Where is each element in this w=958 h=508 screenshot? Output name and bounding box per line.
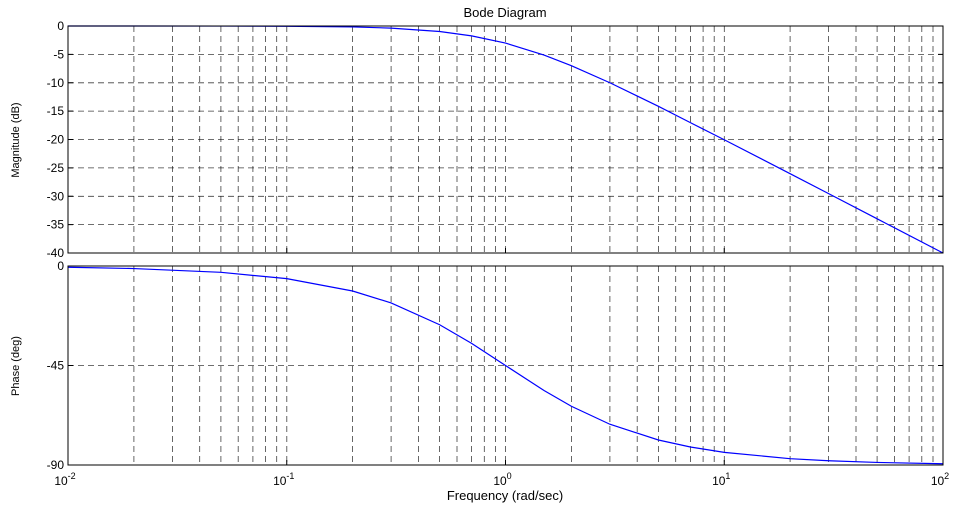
magnitude-ytick-label: -10 xyxy=(47,76,65,90)
x-axis-ticks: 10-2 10-1 100 101 102 xyxy=(54,248,949,488)
xtick-label: 10-1 xyxy=(273,471,294,488)
x-axis-label: Frequency (rad/sec) xyxy=(447,488,563,503)
phase-curve xyxy=(67,266,944,465)
magnitude-ytick-label: -25 xyxy=(47,161,65,175)
magnitude-ytick-label: -15 xyxy=(47,104,65,118)
xtick-label: 101 xyxy=(712,471,730,488)
magnitude-ytick-label: 0 xyxy=(57,19,64,33)
magnitude-ytick-label: -5 xyxy=(53,47,64,61)
phase-y-ticks: 0 -45 -90 xyxy=(47,259,943,472)
chart-title: Bode Diagram xyxy=(463,5,546,20)
phase-panel: 0 -45 -90 Phase (deg) xyxy=(10,259,944,472)
magnitude-grid xyxy=(68,26,943,253)
magnitude-panel: 0 -5 -10 -15 -20 -25 -30 -35 -40 Magnitude (dB) xyxy=(10,19,944,260)
magnitude-ytick-label: -40 xyxy=(47,246,65,260)
phase-ylabel: Phase (deg) xyxy=(10,336,22,396)
xtick-label: 102 xyxy=(931,471,949,488)
xtick-label: 10-2 xyxy=(54,471,75,488)
magnitude-y-ticks: 0 -5 -10 -15 -20 -25 -30 -35 -40 xyxy=(47,19,943,260)
magnitude-ytick-label: -20 xyxy=(47,133,65,147)
magnitude-ytick-label: -35 xyxy=(47,218,65,232)
magnitude-ytick-label: -30 xyxy=(47,189,65,203)
phase-ytick-label: 0 xyxy=(57,259,64,273)
phase-ytick-label: -45 xyxy=(47,359,65,373)
magnitude-ylabel: Magnitude (dB) xyxy=(10,102,22,177)
xtick-label: 100 xyxy=(493,471,511,488)
phase-grid xyxy=(68,266,943,465)
phase-ytick-label: -90 xyxy=(47,458,65,472)
